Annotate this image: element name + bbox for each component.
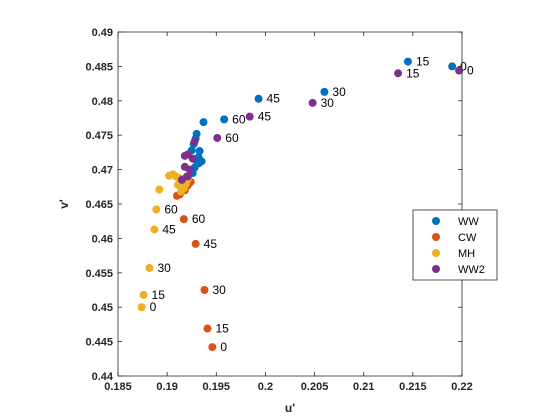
x-tick-label: 0.185 xyxy=(104,381,132,393)
data-point xyxy=(183,172,192,181)
data-point xyxy=(139,290,148,299)
data-point xyxy=(213,133,222,142)
x-tick-label: 0.195 xyxy=(203,381,231,393)
y-tick-label: 0.475 xyxy=(85,130,113,142)
y-tick-label: 0.44 xyxy=(92,371,114,383)
data-point xyxy=(254,94,263,103)
point-label: 0 xyxy=(460,59,467,73)
y-tick-label: 0.45 xyxy=(92,302,113,314)
data-point xyxy=(191,239,200,248)
x-tick-label: 0.19 xyxy=(156,381,177,393)
legend-marker xyxy=(432,249,440,257)
y-tick-label: 0.465 xyxy=(85,199,113,211)
data-point xyxy=(455,66,464,75)
y-tick-label: 0.445 xyxy=(85,337,113,349)
x-tick-label: 0.205 xyxy=(301,381,329,393)
point-label: 30 xyxy=(212,283,226,297)
point-label: 30 xyxy=(332,85,346,99)
legend-entry: MH xyxy=(458,248,475,260)
point-label: 30 xyxy=(321,96,335,110)
data-point xyxy=(320,87,329,96)
point-label: 60 xyxy=(192,212,206,226)
data-point xyxy=(245,112,254,121)
x-tick-label: 0.22 xyxy=(451,381,472,393)
point-label: 45 xyxy=(258,110,272,124)
point-label: 0 xyxy=(150,300,157,314)
point-label: 30 xyxy=(157,261,171,275)
point-label: 15 xyxy=(152,288,166,302)
legend-marker xyxy=(432,233,440,241)
data-point xyxy=(448,62,457,71)
data-point xyxy=(220,115,229,124)
point-label: 45 xyxy=(162,222,176,236)
plot-area xyxy=(118,32,462,376)
point-label: 60 xyxy=(225,131,239,145)
legend-entry: WW xyxy=(458,216,479,228)
data-point xyxy=(200,286,209,294)
data-point xyxy=(188,154,197,163)
point-label: 0 xyxy=(220,340,227,354)
data-point xyxy=(197,157,206,166)
point-label: 15 xyxy=(406,66,420,80)
data-point xyxy=(208,343,217,352)
data-point xyxy=(195,147,204,156)
data-point xyxy=(180,151,189,160)
y-tick-label: 0.46 xyxy=(92,233,113,245)
point-label: 15 xyxy=(416,55,430,69)
legend-marker xyxy=(432,217,440,225)
point-label: 15 xyxy=(215,322,229,336)
point-label: 0 xyxy=(467,64,474,78)
x-tick-label: 0.215 xyxy=(399,381,427,393)
data-point xyxy=(190,137,199,146)
data-point xyxy=(177,175,186,184)
data-point xyxy=(137,303,146,312)
legend-marker xyxy=(432,265,440,273)
y-axis-label: v' xyxy=(57,199,71,209)
y-tick-label: 0.455 xyxy=(85,268,113,280)
data-point xyxy=(179,215,188,224)
data-point xyxy=(185,165,194,174)
data-point xyxy=(152,205,161,214)
legend: WW CW MH WW2 xyxy=(412,209,498,281)
y-tick-label: 0.48 xyxy=(92,96,113,108)
y-tick-label: 0.485 xyxy=(85,61,113,73)
data-point xyxy=(145,263,154,272)
x-axis-label: u' xyxy=(285,401,295,415)
data-point xyxy=(150,225,159,234)
x-tick-label: 0.21 xyxy=(353,381,374,393)
legend-entry: CW xyxy=(458,232,477,244)
point-label: 60 xyxy=(232,112,246,126)
point-label: 45 xyxy=(204,237,218,251)
data-point xyxy=(394,69,403,78)
point-label: 60 xyxy=(164,203,178,217)
data-point xyxy=(176,187,185,196)
data-point xyxy=(155,185,164,194)
legend-entry: WW2 xyxy=(458,264,485,276)
data-point xyxy=(308,98,317,107)
data-point xyxy=(199,118,208,127)
x-tick-label: 0.2 xyxy=(258,381,273,393)
y-tick-label: 0.47 xyxy=(92,165,113,177)
legend-box xyxy=(412,209,498,281)
y-tick-label: 0.49 xyxy=(92,27,113,39)
data-point xyxy=(403,57,412,66)
data-point xyxy=(203,324,212,333)
point-label: 45 xyxy=(267,92,281,106)
